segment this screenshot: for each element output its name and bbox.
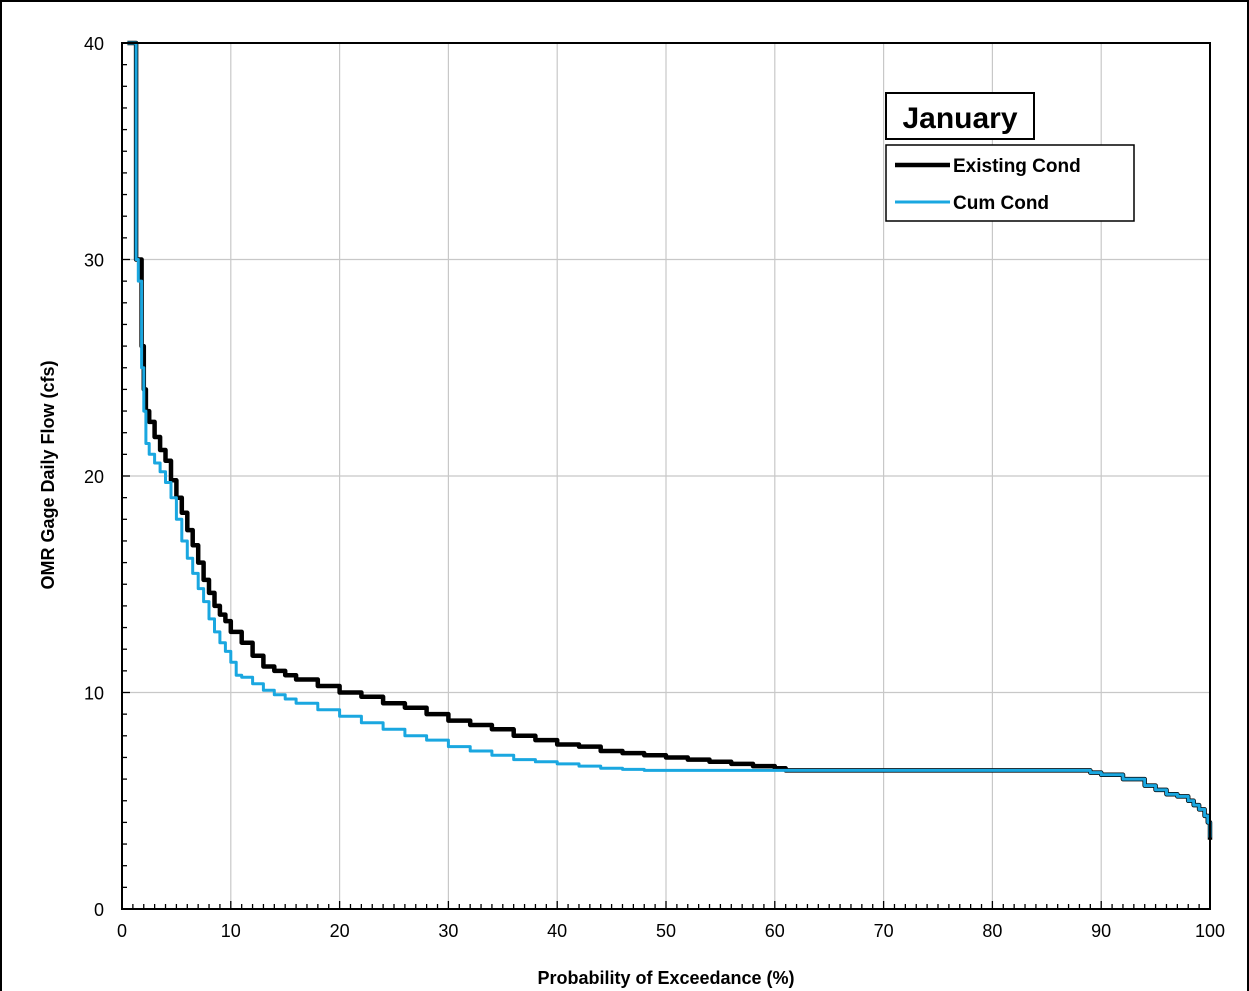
y-tick-label: 10	[84, 684, 104, 704]
legend-label-cum-cond: Cum Cond	[953, 193, 1049, 214]
y-tick-label: 30	[84, 251, 104, 271]
series-layer	[127, 40, 1213, 840]
legend-title-box	[885, 92, 1035, 140]
x-tick-label: 100	[1195, 921, 1225, 941]
x-tick-label: 30	[438, 921, 458, 941]
legend: January Existing Cond Cum Cond	[885, 92, 1135, 222]
cum-cond-line	[127, 41, 1212, 838]
x-tick-label: 0	[117, 921, 127, 941]
legend-label-existing-cond: Existing Cond	[953, 156, 1081, 177]
x-tick-label: 90	[1091, 921, 1111, 941]
legend-title: January	[902, 102, 1017, 135]
y-tick-label: 40	[84, 34, 104, 54]
x-tick-label: 80	[982, 921, 1002, 941]
x-tick-label: 60	[765, 921, 785, 941]
grid	[122, 43, 1210, 909]
x-tick-label: 10	[221, 921, 241, 941]
x-tick-label: 70	[874, 921, 894, 941]
y-axis-title: OMR Gage Daily Flow (cfs)	[38, 360, 58, 589]
y-tick-labels: 0 10 20 30 40	[84, 34, 104, 920]
x-tick-labels: 0 10 20 30 40 50 60 70 80 90 100	[117, 921, 1225, 941]
y-tick-label: 0	[94, 900, 104, 920]
x-axis-title: Probability of Exceedance (%)	[537, 968, 794, 988]
plot-area	[121, 42, 1211, 910]
x-tick-label: 50	[656, 921, 676, 941]
x-tick-label: 20	[330, 921, 350, 941]
y-tick-label: 20	[84, 467, 104, 487]
x-tick-label: 40	[547, 921, 567, 941]
legend-box	[885, 144, 1135, 222]
